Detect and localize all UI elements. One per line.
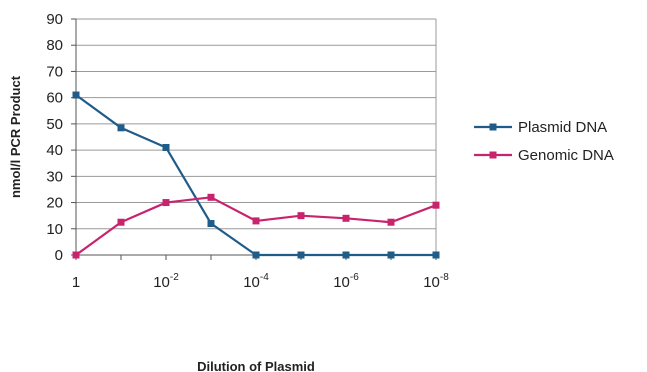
x-tick-labels: 1 10-2 10-4 10-6 10-8 (72, 272, 449, 291)
x-axis-title: Dilution of Plasmid (197, 359, 315, 372)
data-point (252, 217, 260, 225)
data-point (252, 251, 260, 259)
y-tick-label: 40 (46, 142, 63, 159)
x-tick-exponent: -6 (350, 272, 359, 283)
x-tick-exponent: -8 (440, 272, 449, 283)
legend: Plasmid DNA Genomic DNA (474, 119, 614, 164)
y-tick-label: 20 (46, 195, 63, 212)
data-point (342, 214, 350, 222)
x-tick-base: 10 (333, 274, 350, 291)
y-axis-title: nmol/l PCR Product (8, 75, 23, 198)
legend-swatch-marker (489, 151, 497, 159)
data-point (72, 251, 80, 259)
data-point (432, 201, 440, 209)
y-tick-label: 50 (46, 116, 63, 133)
x-tick-exponent: -4 (260, 272, 269, 283)
y-tick-label: 0 (55, 247, 63, 264)
legend-label: Genomic DNA (518, 147, 614, 164)
data-point (117, 218, 125, 226)
x-tick-base: 10 (243, 274, 260, 291)
data-point (72, 91, 80, 99)
data-point (432, 251, 440, 259)
y-tick-label: 90 (46, 11, 63, 28)
data-point (387, 218, 395, 226)
data-point (297, 251, 305, 259)
x-tick-label: 1 (72, 274, 80, 291)
x-tick-exponent: -2 (170, 272, 179, 283)
legend-label: Plasmid DNA (518, 119, 607, 136)
data-point (162, 143, 170, 151)
y-tick-label: 70 (46, 63, 63, 80)
x-tick-base: 10 (153, 274, 170, 291)
y-tick-label: 80 (46, 37, 63, 54)
data-point (207, 193, 215, 201)
data-point (387, 251, 395, 259)
data-point (162, 199, 170, 207)
x-tick-base: 1 (72, 274, 80, 291)
data-point (117, 124, 125, 132)
data-point (207, 220, 215, 228)
x-tick-label: 10-8 (423, 272, 449, 291)
x-tick-label: 10-2 (153, 272, 179, 291)
x-tick-label: 10-6 (333, 272, 359, 291)
y-tick-label: 10 (46, 221, 63, 238)
data-series (72, 91, 440, 259)
y-tick-label: 30 (46, 168, 63, 185)
data-point (342, 251, 350, 259)
data-point (297, 212, 305, 220)
x-tick-label: 10-4 (243, 272, 269, 291)
y-tick-labels: 0 10 20 30 40 50 60 70 80 90 (46, 11, 63, 264)
y-tick-label: 60 (46, 90, 63, 107)
x-tick-base: 10 (423, 274, 440, 291)
legend-swatch-marker (489, 123, 497, 131)
